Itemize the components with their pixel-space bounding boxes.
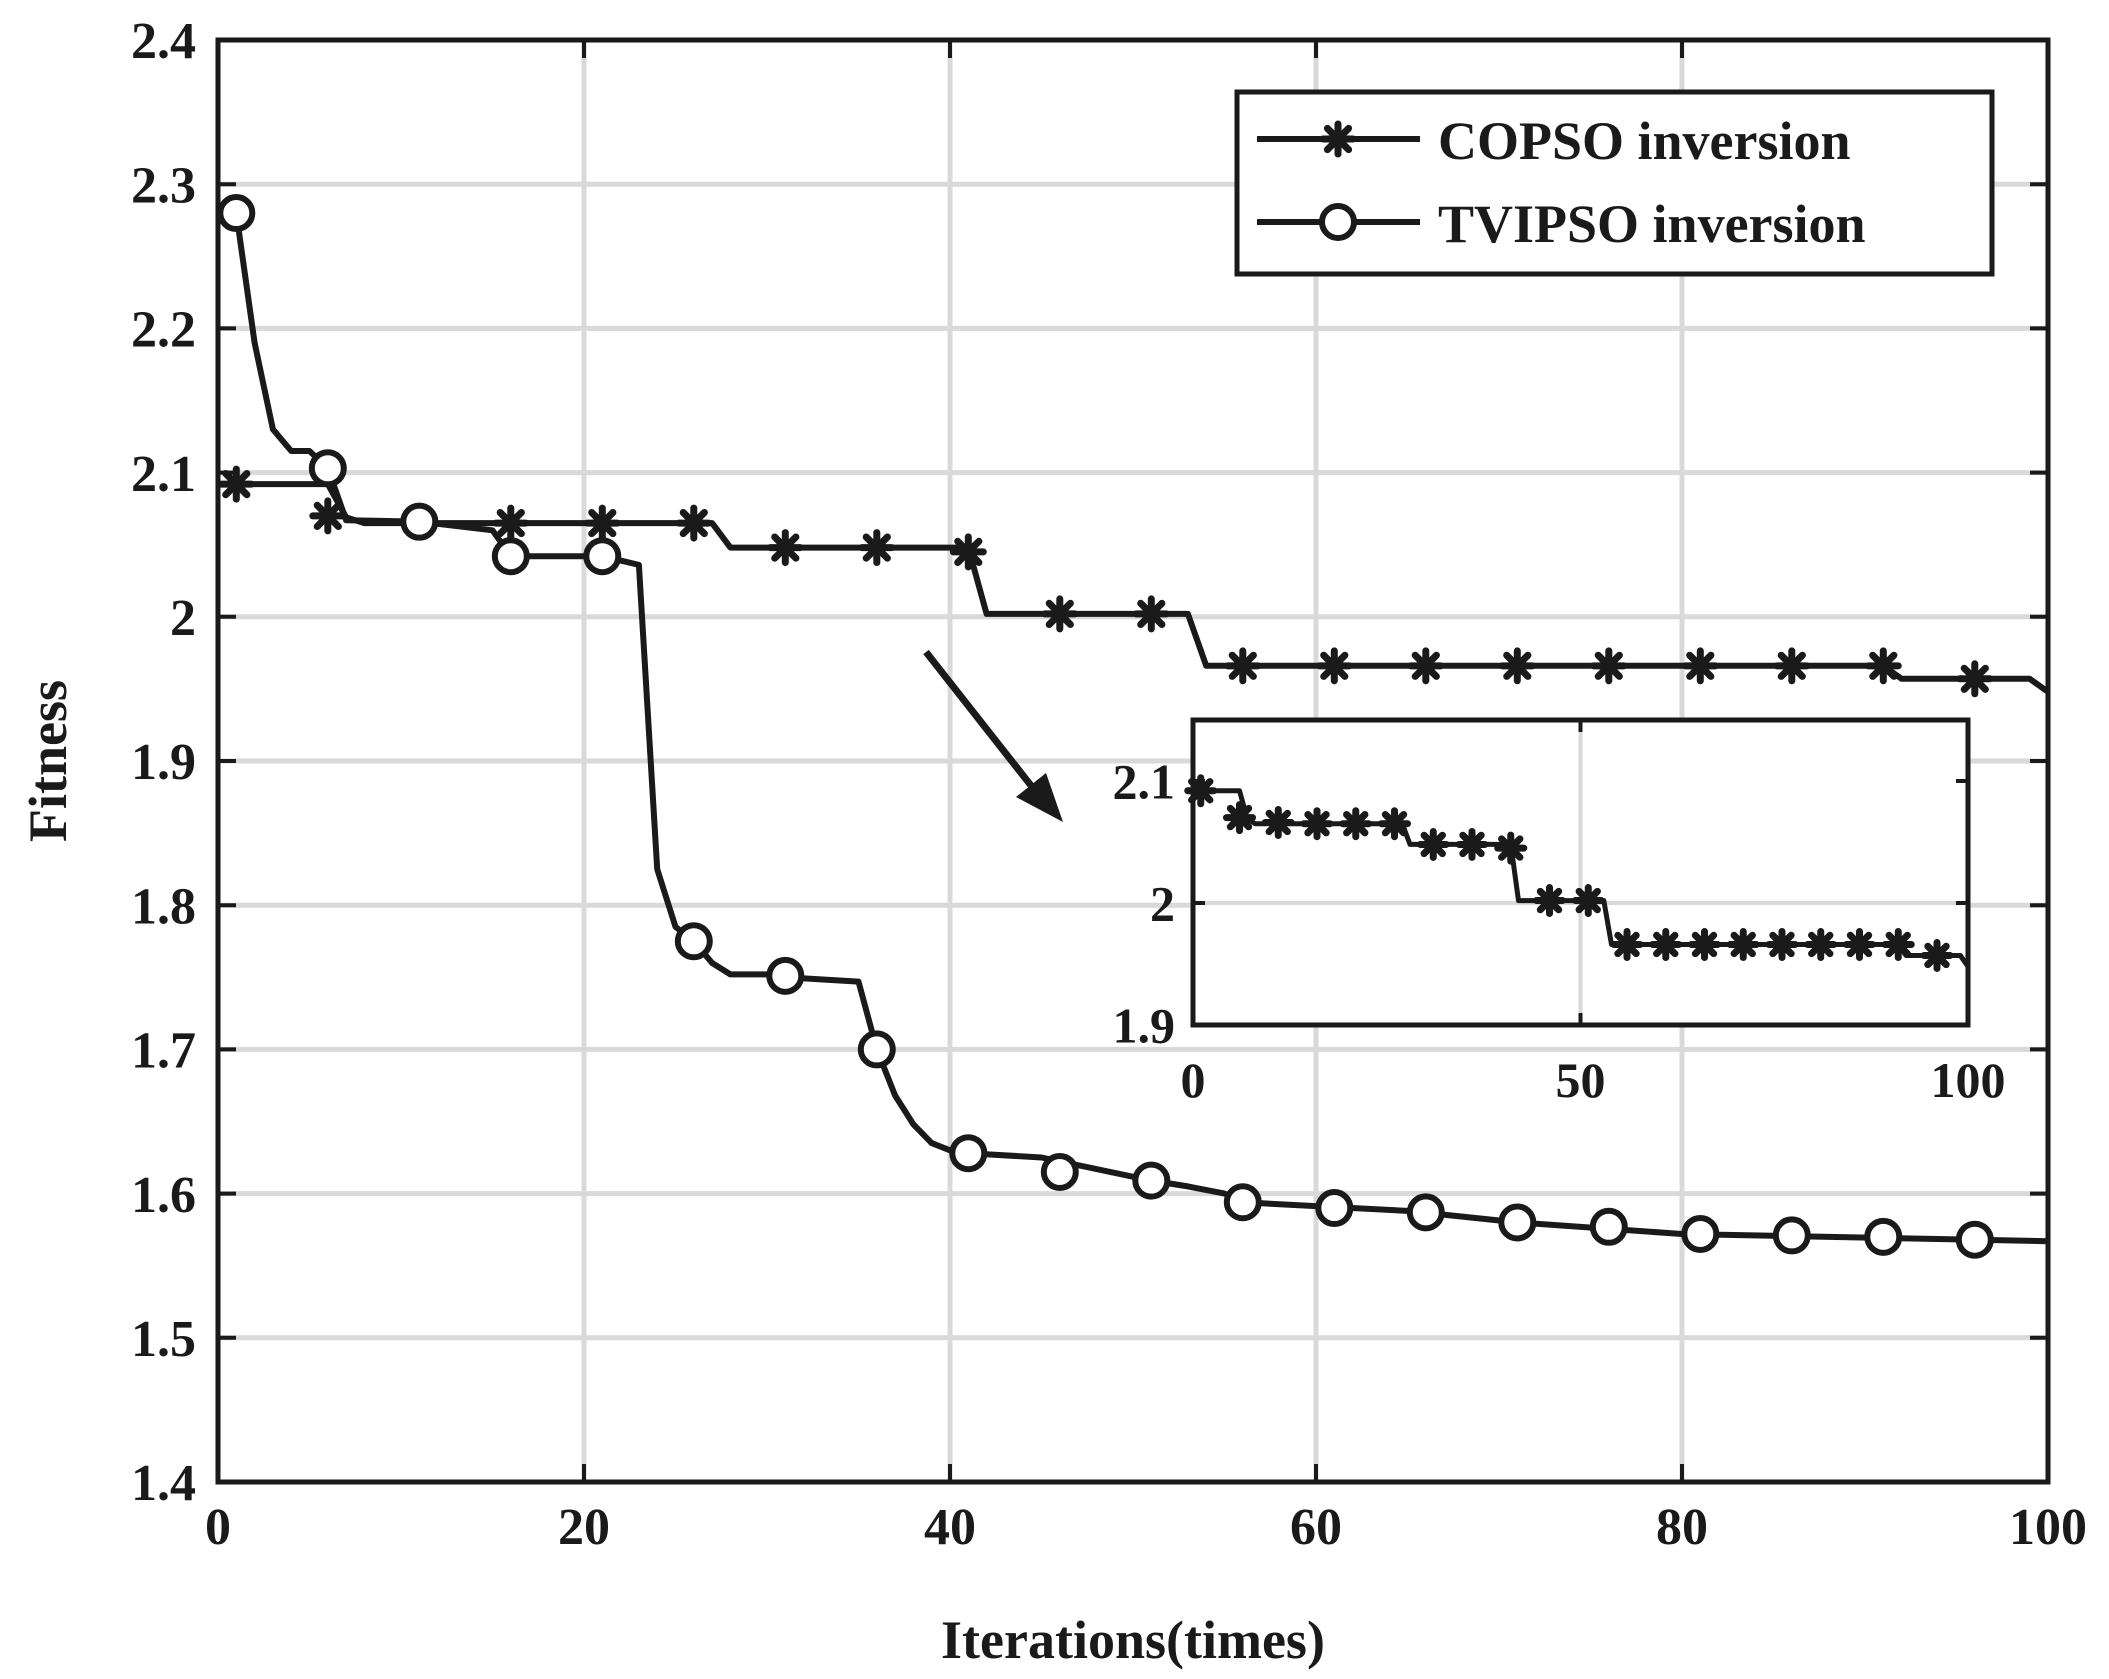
x-tick-label: 60 bbox=[1290, 1499, 1342, 1556]
y-tick-label: 1.9 bbox=[131, 734, 196, 791]
tvipso-marker bbox=[1223, 1183, 1262, 1222]
tvipso-marker bbox=[1681, 1214, 1720, 1253]
copso-marker bbox=[1773, 647, 1811, 685]
y-tick-label: 1.9 bbox=[1113, 998, 1176, 1054]
inset-copso-marker bbox=[1416, 827, 1450, 861]
tvipso-marker bbox=[1955, 1220, 1994, 1259]
x-tick-label: 0 bbox=[1181, 1052, 1206, 1108]
x-tick-label: 80 bbox=[1656, 1499, 1708, 1556]
x-tick-label: 40 bbox=[924, 1499, 976, 1556]
tvipso-marker bbox=[1040, 1152, 1079, 1191]
y-axis-label: Fitness bbox=[18, 680, 78, 842]
inset-copso-marker bbox=[1688, 927, 1721, 961]
tvipso-marker bbox=[1589, 1207, 1628, 1246]
copso-marker bbox=[858, 529, 896, 567]
tvipso-marker bbox=[1315, 1189, 1354, 1228]
inset-copso-marker bbox=[1571, 884, 1605, 918]
copso-marker bbox=[1498, 647, 1536, 685]
copso-marker bbox=[1864, 647, 1902, 685]
tvipso-marker bbox=[1498, 1203, 1537, 1242]
inset-copso-marker bbox=[1494, 831, 1528, 865]
inset-copso-marker bbox=[1339, 807, 1373, 841]
inset-copso-marker bbox=[1726, 927, 1760, 961]
copso-marker bbox=[675, 504, 713, 542]
zoom-arrow bbox=[923, 649, 1063, 822]
tvipso-marker bbox=[400, 502, 439, 541]
copso-marker bbox=[1132, 595, 1170, 633]
inset-axis-ticks: 0 50 100 1.9 2 2.1 bbox=[1113, 720, 2006, 1108]
tvipso-marker bbox=[949, 1134, 988, 1173]
copso-marker bbox=[1315, 647, 1353, 685]
y-tick-label: 1.5 bbox=[131, 1311, 196, 1368]
tvipso-marker bbox=[1864, 1217, 1903, 1256]
tvipso-marker bbox=[583, 537, 622, 576]
y-tick-label: 2 bbox=[170, 590, 196, 647]
inset-copso-marker bbox=[1455, 827, 1489, 861]
legend-asterisk-shape bbox=[1319, 120, 1357, 158]
copso-marker bbox=[492, 504, 530, 542]
inset-markers bbox=[1184, 774, 1954, 972]
y-tick-label: 1.6 bbox=[131, 1167, 196, 1224]
x-tick-label: 0 bbox=[205, 1499, 231, 1556]
inset-copso-marker bbox=[1378, 807, 1411, 841]
copso-marker bbox=[217, 465, 255, 503]
copso-marker bbox=[1407, 647, 1445, 685]
legend-box bbox=[1234, 89, 1995, 277]
y-tick-label: 2.1 bbox=[1113, 754, 1176, 810]
legend: COPSO inversion TVIPSO inversion bbox=[1234, 89, 1995, 277]
tvipso-marker bbox=[308, 449, 347, 488]
tvipso-marker bbox=[1132, 1161, 1171, 1200]
inset-copso-marker bbox=[1920, 938, 1954, 972]
x-tick-label: 50 bbox=[1556, 1052, 1606, 1108]
tvipso-marker bbox=[217, 194, 256, 233]
y-tick-label: 2.2 bbox=[131, 302, 196, 359]
copso-marker bbox=[1041, 595, 1079, 633]
x-tick-label: 100 bbox=[1931, 1052, 2006, 1108]
y-tick-label: 2.4 bbox=[131, 13, 196, 70]
x-tick-label: 20 bbox=[558, 1499, 610, 1556]
inset-copso-marker bbox=[1261, 805, 1295, 839]
inset-copso-marker bbox=[1223, 801, 1256, 835]
inset-copso-marker bbox=[1843, 927, 1876, 961]
y-tick-label: 2 bbox=[1150, 876, 1175, 932]
inset-copso-marker bbox=[1804, 927, 1838, 961]
inset-copso-marker bbox=[1881, 927, 1915, 961]
legend-marker-asterisk bbox=[1319, 120, 1357, 158]
copso-marker bbox=[1681, 647, 1719, 685]
y-tick-label: 1.7 bbox=[131, 1023, 196, 1080]
main-markers bbox=[217, 194, 1994, 1259]
copso-marker bbox=[766, 529, 804, 567]
x-tick-label: 100 bbox=[2009, 1499, 2087, 1556]
inset-copso-marker bbox=[1649, 927, 1683, 961]
main-axis-ticks: 0 20 40 60 80 1001.41.51.61.71.81.922.12.22.3… bbox=[131, 13, 2087, 1556]
legend-label-copso: COPSO inversion bbox=[1438, 111, 1851, 171]
inset-copso-marker bbox=[1300, 807, 1334, 841]
inset-copso-marker bbox=[1765, 927, 1799, 961]
inset-copso-marker bbox=[1533, 884, 1566, 918]
legend-label-tvipso: TVIPSO inversion bbox=[1438, 194, 1866, 254]
tvipso-marker bbox=[674, 922, 713, 961]
copso-marker bbox=[1956, 660, 1994, 698]
copso-marker bbox=[1590, 647, 1628, 685]
y-tick-label: 1.4 bbox=[131, 1455, 196, 1512]
tvipso-marker bbox=[1406, 1193, 1445, 1232]
y-tick-label: 1.8 bbox=[131, 878, 196, 935]
tvipso-marker bbox=[1772, 1216, 1811, 1255]
copso-marker bbox=[1224, 647, 1262, 685]
tvipso-marker bbox=[491, 537, 530, 576]
x-axis-label: Iterations(times) bbox=[941, 1610, 1325, 1670]
tvipso-marker bbox=[766, 956, 805, 995]
legend-marker-circle bbox=[1319, 203, 1357, 241]
tvipso-marker bbox=[857, 1030, 896, 1069]
inset-copso-marker bbox=[1610, 927, 1644, 961]
copso-marker bbox=[309, 497, 347, 535]
copso-marker bbox=[949, 533, 987, 571]
y-tick-label: 2.3 bbox=[131, 157, 196, 214]
y-tick-label: 2.1 bbox=[131, 446, 196, 503]
copso-marker bbox=[583, 504, 621, 542]
